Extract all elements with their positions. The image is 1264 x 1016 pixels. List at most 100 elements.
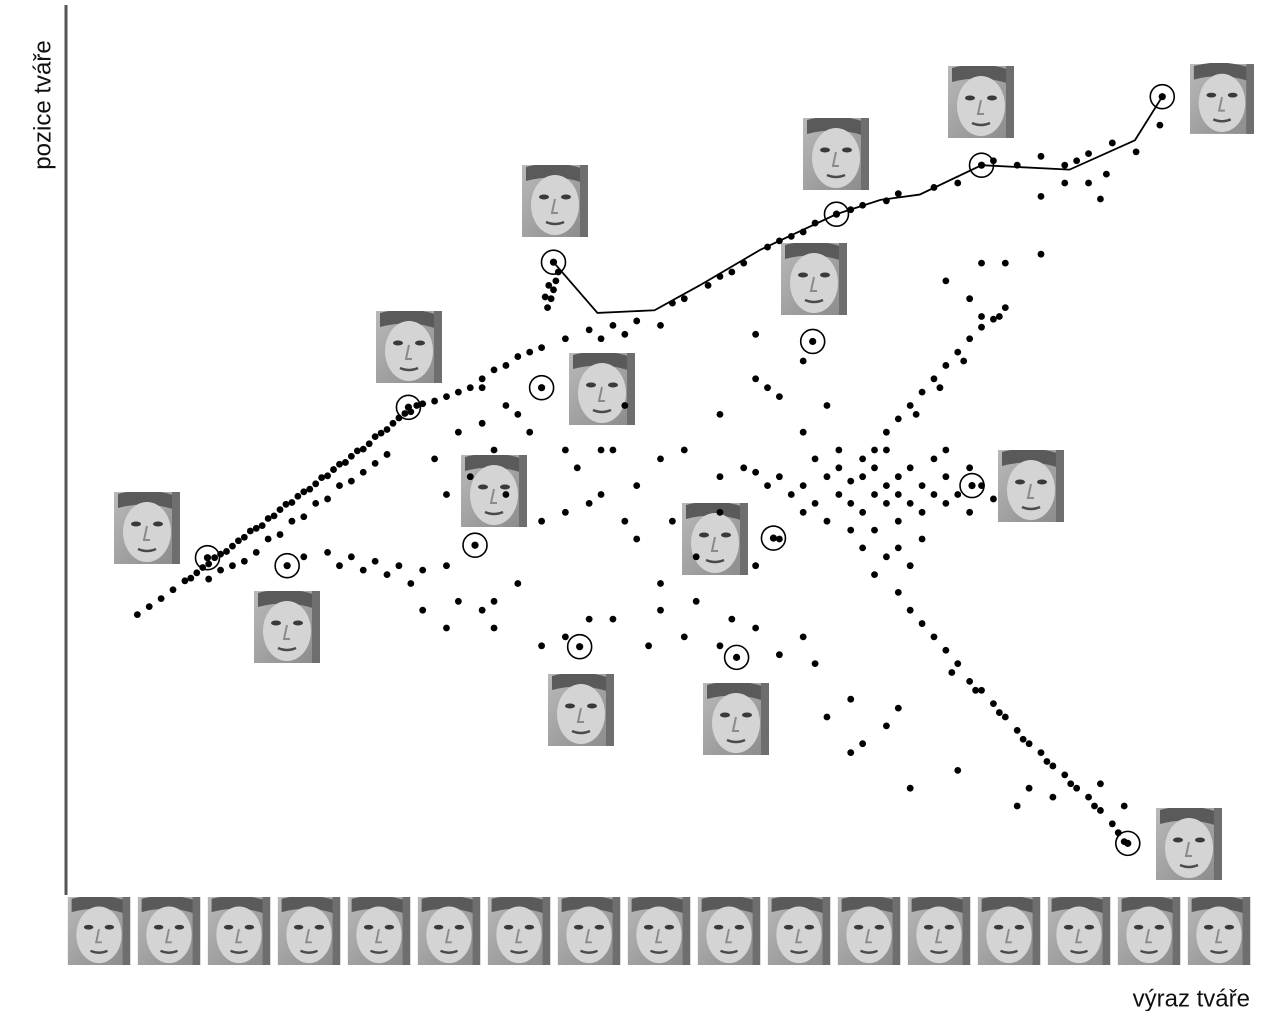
- point: [1037, 749, 1045, 756]
- face-image: [703, 683, 769, 755]
- point: [906, 606, 914, 614]
- point: [859, 544, 867, 552]
- point: [502, 402, 510, 409]
- point: [1073, 784, 1081, 792]
- point: [336, 460, 343, 468]
- point: [859, 740, 867, 748]
- point: [419, 566, 427, 574]
- point: [383, 426, 391, 433]
- point: [918, 508, 926, 516]
- point: [294, 492, 302, 500]
- point: [371, 557, 379, 565]
- point: [835, 464, 843, 472]
- point: [561, 633, 569, 641]
- face-image: [114, 492, 180, 564]
- point: [942, 500, 950, 507]
- point: [847, 500, 855, 507]
- point: [478, 606, 486, 614]
- point: [621, 517, 629, 525]
- point: [633, 482, 641, 489]
- point: [871, 446, 878, 454]
- point: [371, 459, 379, 467]
- point: [859, 473, 867, 481]
- point: [972, 686, 979, 694]
- face-image: [254, 591, 320, 663]
- point: [235, 537, 242, 545]
- point: [918, 388, 926, 396]
- point: [371, 433, 379, 441]
- point: [728, 615, 736, 623]
- point: [752, 330, 760, 338]
- point: [1037, 192, 1045, 200]
- point: [990, 495, 997, 503]
- face-image: [948, 66, 1014, 138]
- point: [544, 304, 551, 311]
- highlight-point: [538, 384, 546, 392]
- point: [1067, 780, 1075, 788]
- highlight-point: [404, 403, 413, 411]
- point: [187, 574, 195, 582]
- point: [906, 464, 914, 472]
- point: [894, 704, 902, 712]
- highlight-ring: [462, 532, 488, 559]
- point: [1001, 304, 1009, 311]
- point: [883, 428, 890, 436]
- point: [633, 317, 641, 325]
- point: [990, 700, 997, 708]
- point: [954, 767, 962, 774]
- face-image: [1156, 808, 1222, 880]
- highlight-point: [283, 562, 291, 570]
- point: [389, 419, 397, 427]
- point: [906, 784, 914, 792]
- point: [1061, 179, 1069, 187]
- highlighted-points: [194, 83, 1176, 857]
- point: [282, 500, 290, 508]
- face-image: [682, 503, 748, 575]
- point: [692, 553, 700, 561]
- point: [552, 277, 560, 285]
- point: [246, 527, 254, 535]
- point: [478, 419, 486, 427]
- point: [1120, 802, 1128, 810]
- point: [419, 606, 427, 614]
- highlight-ring: [540, 249, 567, 276]
- face-image: [1186, 897, 1252, 965]
- point: [229, 562, 236, 570]
- point: [930, 455, 938, 463]
- face-image: [486, 897, 552, 965]
- point: [871, 491, 878, 498]
- face-image: [206, 897, 272, 965]
- point: [1085, 793, 1092, 801]
- point: [550, 286, 557, 294]
- point: [1108, 820, 1116, 828]
- point: [740, 464, 748, 472]
- point: [443, 562, 450, 570]
- face-image: [803, 118, 869, 190]
- point: [288, 517, 296, 525]
- highlight-ring: [274, 552, 300, 579]
- face-image: [416, 897, 482, 965]
- point: [978, 313, 985, 320]
- point: [716, 411, 724, 418]
- highlight-ring: [968, 152, 995, 178]
- point: [680, 446, 688, 454]
- face-image: [556, 897, 622, 965]
- point: [193, 569, 201, 577]
- point: [324, 495, 331, 503]
- point: [942, 277, 950, 285]
- point: [978, 259, 985, 267]
- point: [585, 326, 593, 334]
- point: [383, 451, 391, 458]
- point: [1013, 726, 1021, 734]
- point: [1156, 121, 1164, 129]
- point: [169, 586, 177, 594]
- point: [645, 642, 653, 650]
- point: [1013, 802, 1021, 810]
- highlight-ring: [823, 201, 850, 227]
- face-image: [461, 455, 527, 527]
- highlight-point: [832, 210, 841, 218]
- point: [787, 491, 795, 498]
- point: [217, 566, 224, 574]
- point: [942, 473, 950, 481]
